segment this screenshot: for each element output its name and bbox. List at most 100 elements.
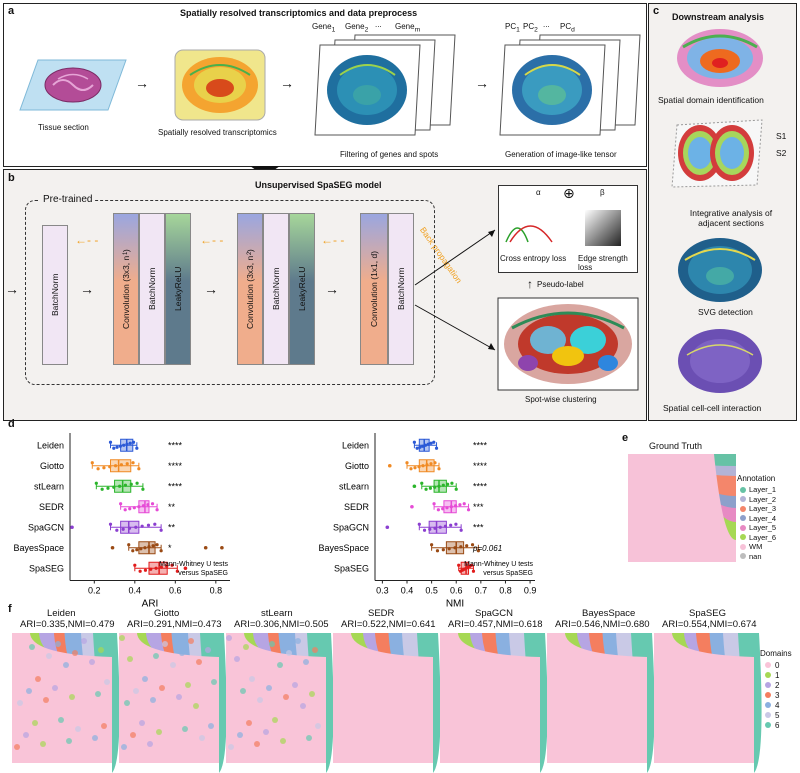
legend-label: Layer_5 xyxy=(749,523,777,533)
data-point xyxy=(454,487,458,491)
filter-label: Filtering of genes and spots xyxy=(340,150,439,159)
x-tick-label: 0.6 xyxy=(169,586,182,596)
noise-spot xyxy=(101,723,107,729)
legend-label: Layer_3 xyxy=(749,504,777,514)
domain-region xyxy=(226,633,326,763)
noise-spot xyxy=(147,741,153,747)
pc2-label: PC2 xyxy=(523,22,538,34)
data-point xyxy=(409,467,413,471)
arrow-a2: → xyxy=(280,75,294,91)
noise-spot xyxy=(23,732,29,738)
domains-legend-item: 6 xyxy=(765,720,779,730)
domains-legend-item: 0 xyxy=(765,660,779,670)
data-point xyxy=(128,507,132,511)
noise-spot xyxy=(170,662,176,668)
significance-label: **** xyxy=(473,440,488,450)
data-point xyxy=(137,505,141,509)
data-point xyxy=(453,546,457,550)
noise-spot xyxy=(257,697,263,703)
domains-legend-item: 4 xyxy=(765,700,779,710)
noise-spot xyxy=(95,691,101,697)
noise-spot xyxy=(185,682,191,688)
data-point xyxy=(434,446,439,450)
data-point xyxy=(437,484,441,488)
noise-spot xyxy=(12,635,18,641)
leakyrelu-layer-2: LeakyReLU xyxy=(289,213,315,365)
domain-map xyxy=(333,633,441,773)
gene2-label: Gene2 xyxy=(345,22,369,34)
data-point xyxy=(123,508,127,512)
data-point xyxy=(127,543,131,547)
domain-region xyxy=(119,633,219,763)
data-point xyxy=(462,502,466,506)
srt-brain-image xyxy=(174,49,266,121)
noise-spot xyxy=(249,676,255,682)
data-point xyxy=(133,563,137,567)
outlier-point xyxy=(183,566,188,571)
legend-label: WM xyxy=(749,542,763,552)
noise-spot xyxy=(153,653,159,659)
x-tick-label: 0.8 xyxy=(499,586,512,596)
data-point xyxy=(96,467,100,471)
annotation-legend-item: Layer_6 xyxy=(740,533,776,543)
data-point xyxy=(175,569,179,573)
data-point xyxy=(432,440,436,444)
batchnorm-layer-4: BatchNorm xyxy=(388,213,414,365)
data-point xyxy=(418,445,422,449)
noise-spot xyxy=(199,735,205,741)
noise-spot xyxy=(32,720,38,726)
domains-legend-item: 2 xyxy=(765,680,779,690)
x-axis-label: NMI xyxy=(446,599,464,610)
data-point xyxy=(112,446,116,450)
data-point xyxy=(135,446,139,450)
annotation-legend-item: Layer_5 xyxy=(740,523,776,533)
map-method-name: SpaSEG xyxy=(689,608,726,619)
noise-spot xyxy=(226,635,232,641)
legend-dot xyxy=(765,672,771,678)
method-label: Leiden xyxy=(37,440,64,450)
domain-map xyxy=(12,633,120,773)
domain-region xyxy=(440,633,540,763)
legend-dot xyxy=(740,524,746,531)
legend-dot xyxy=(765,702,771,708)
map-method-name: SpaGCN xyxy=(475,608,514,619)
x-tick-label: 0.4 xyxy=(129,586,142,596)
box xyxy=(428,520,447,534)
data-point xyxy=(127,526,132,530)
data-point xyxy=(131,549,135,553)
annotation-legend: Layer_1 Layer_2 Layer_3 Layer_4 Layer_5 Layer… xyxy=(740,485,776,561)
annotation-legend-item: nan xyxy=(740,552,776,562)
data-point xyxy=(141,504,146,508)
data-point xyxy=(421,464,425,468)
map-method-name: Giotto xyxy=(154,608,180,619)
noise-spot xyxy=(98,647,104,653)
data-point xyxy=(135,481,139,485)
alpha-label: α xyxy=(536,188,541,197)
data-point xyxy=(151,544,155,548)
noise-spot xyxy=(81,638,87,644)
method-label: Leiden xyxy=(342,440,369,450)
data-point xyxy=(422,528,427,532)
noise-spot xyxy=(312,647,318,653)
data-point xyxy=(441,483,445,487)
annotation-legend-title: Annotation xyxy=(737,474,776,483)
noise-spot xyxy=(208,723,214,729)
data-point xyxy=(135,548,139,552)
noise-spot xyxy=(130,732,136,738)
noise-spot xyxy=(49,729,55,735)
noise-spot xyxy=(292,682,298,688)
significance-label: **** xyxy=(168,461,183,471)
data-point xyxy=(140,524,144,528)
noise-spot xyxy=(139,720,145,726)
noise-spot xyxy=(46,653,52,659)
beta-label: β xyxy=(600,188,605,197)
arrow-a3: → xyxy=(475,75,489,91)
noise-spot xyxy=(300,703,306,709)
data-point xyxy=(466,508,471,512)
svg-detection-image xyxy=(678,238,762,302)
leakyrelu-layer-1: LeakyReLU xyxy=(165,213,191,365)
data-point xyxy=(457,563,461,567)
data-point xyxy=(150,502,155,506)
backprop-arrow-2: ←- - xyxy=(200,233,224,247)
